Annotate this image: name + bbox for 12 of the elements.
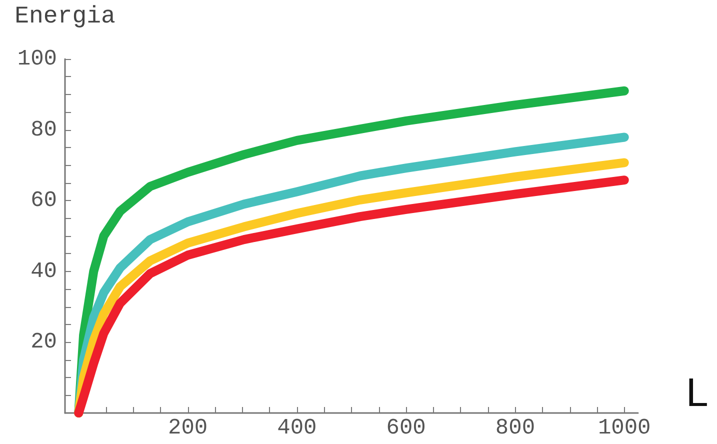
- y-tick-label: 40: [30, 258, 57, 284]
- x-tick-label: 200: [168, 416, 208, 440]
- x-axis-title: L: [686, 371, 708, 415]
- x-tick-label: 600: [386, 416, 426, 440]
- y-tick-label: 60: [30, 188, 57, 214]
- y-tick-label: 20: [30, 330, 57, 355]
- x-tick-label: 800: [495, 416, 536, 440]
- y-tick-label: 80: [30, 117, 57, 142]
- y-tick-label: 100: [17, 46, 57, 72]
- x-tick-label: 1000: [598, 416, 651, 440]
- y-axis-title: Energia: [14, 4, 116, 30]
- x-tick-label: 400: [277, 416, 317, 440]
